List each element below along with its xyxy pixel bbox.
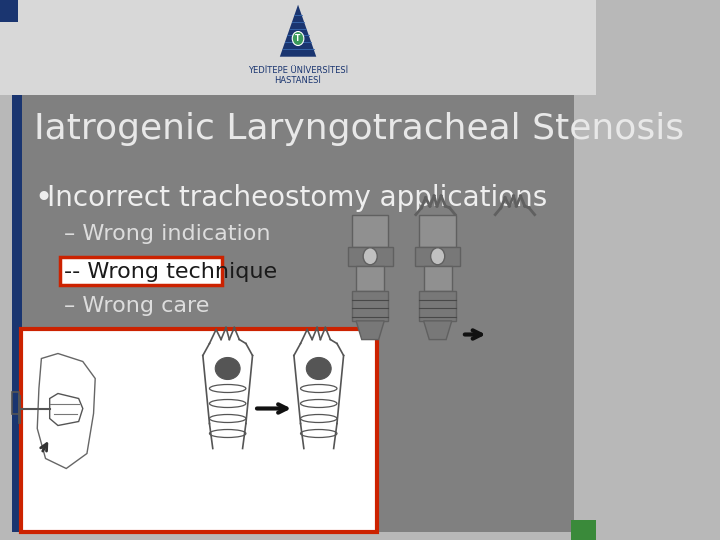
Bar	[571, 520, 596, 540]
Bar	[356, 266, 384, 291]
Text: Iatrogenic Laryngotracheal Stenosis: Iatrogenic Laryngotracheal Stenosis	[34, 112, 684, 146]
Circle shape	[431, 248, 445, 265]
Text: -- Wrong technique: -- Wrong technique	[64, 261, 277, 281]
Bar	[419, 214, 456, 247]
Polygon shape	[280, 5, 316, 57]
Polygon shape	[356, 321, 384, 340]
Text: – Wrong indication: – Wrong indication	[64, 225, 270, 245]
Bar	[423, 266, 451, 291]
Ellipse shape	[215, 357, 240, 380]
Text: YEDİTEPE ÜNİVERSİTESİ
HASTANESİ: YEDİTEPE ÜNİVERSİTESİ HASTANESİ	[248, 66, 348, 85]
Bar	[415, 247, 460, 266]
Ellipse shape	[306, 357, 331, 380]
Bar	[348, 247, 392, 266]
Bar	[352, 214, 389, 247]
Bar	[60, 256, 222, 285]
Polygon shape	[423, 321, 451, 340]
Bar	[21, 328, 377, 532]
Text: – Wrong care: – Wrong care	[64, 296, 209, 316]
Text: Incorrect tracheostomy applications: Incorrect tracheostomy applications	[48, 185, 547, 213]
Circle shape	[363, 248, 377, 265]
Bar	[0, 0, 18, 22]
Bar	[12, 94, 22, 532]
Bar	[22, 94, 574, 532]
Bar	[419, 291, 456, 321]
Bar	[12, 392, 19, 414]
Bar	[352, 291, 389, 321]
Text: •: •	[34, 185, 52, 213]
Bar	[0, 0, 596, 94]
Circle shape	[292, 31, 304, 45]
Text: T: T	[295, 34, 301, 43]
